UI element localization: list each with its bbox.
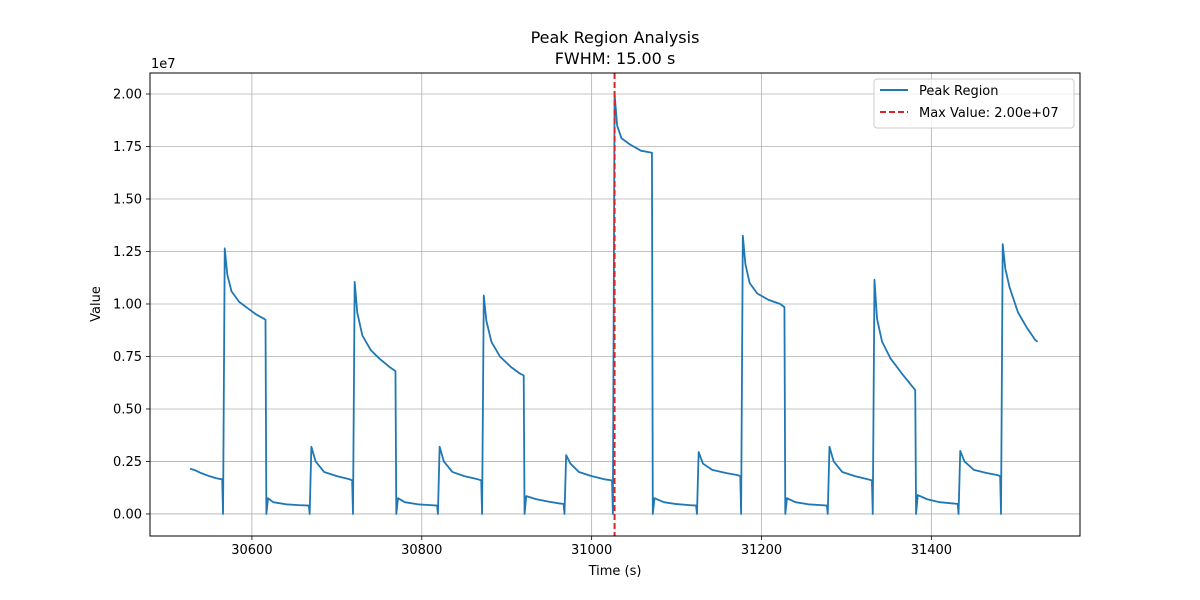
y-axis-label: Value xyxy=(89,286,104,322)
y-tick-label: 0.00 xyxy=(113,507,142,522)
x-axis-label: Time (s) xyxy=(588,564,642,579)
legend-entry-series: Peak Region xyxy=(919,84,999,99)
chart-title: Peak Region Analysis xyxy=(531,28,700,47)
x-tick-label: 31200 xyxy=(741,543,782,558)
legend-entry-max: Max Value: 2.00e+07 xyxy=(919,106,1059,121)
axis-ticks: 30600 30800 31000 31200 31400 0.00 0.25 0.50 0.7… xyxy=(113,87,952,558)
y-tick-label: 1.50 xyxy=(113,192,142,207)
x-tick-label: 30600 xyxy=(231,543,272,558)
x-tick-label: 30800 xyxy=(401,543,442,558)
y-tick-label: 1.75 xyxy=(113,140,142,155)
y-tick-label: 0.75 xyxy=(113,350,142,365)
y-tick-label: 0.50 xyxy=(113,402,142,417)
x-tick-label: 31400 xyxy=(911,543,952,558)
chart-subtitle: FWHM: 15.00 s xyxy=(555,49,676,68)
y-tick-label: 1.25 xyxy=(113,245,142,260)
legend-box xyxy=(873,78,1075,129)
y-tick-label: 0.25 xyxy=(113,455,142,470)
series-line-peak-region xyxy=(189,93,1039,515)
y-tick-label: 2.00 xyxy=(113,87,142,102)
plot-frame xyxy=(149,72,1081,537)
x-tick-label: 31000 xyxy=(571,543,612,558)
series-layer xyxy=(189,73,1039,536)
y-axis-offset-label: 1e7 xyxy=(151,57,176,72)
legend: Peak Region Max Value: 2.00e+07 xyxy=(873,78,1075,129)
y-tick-label: 1.00 xyxy=(113,297,142,312)
